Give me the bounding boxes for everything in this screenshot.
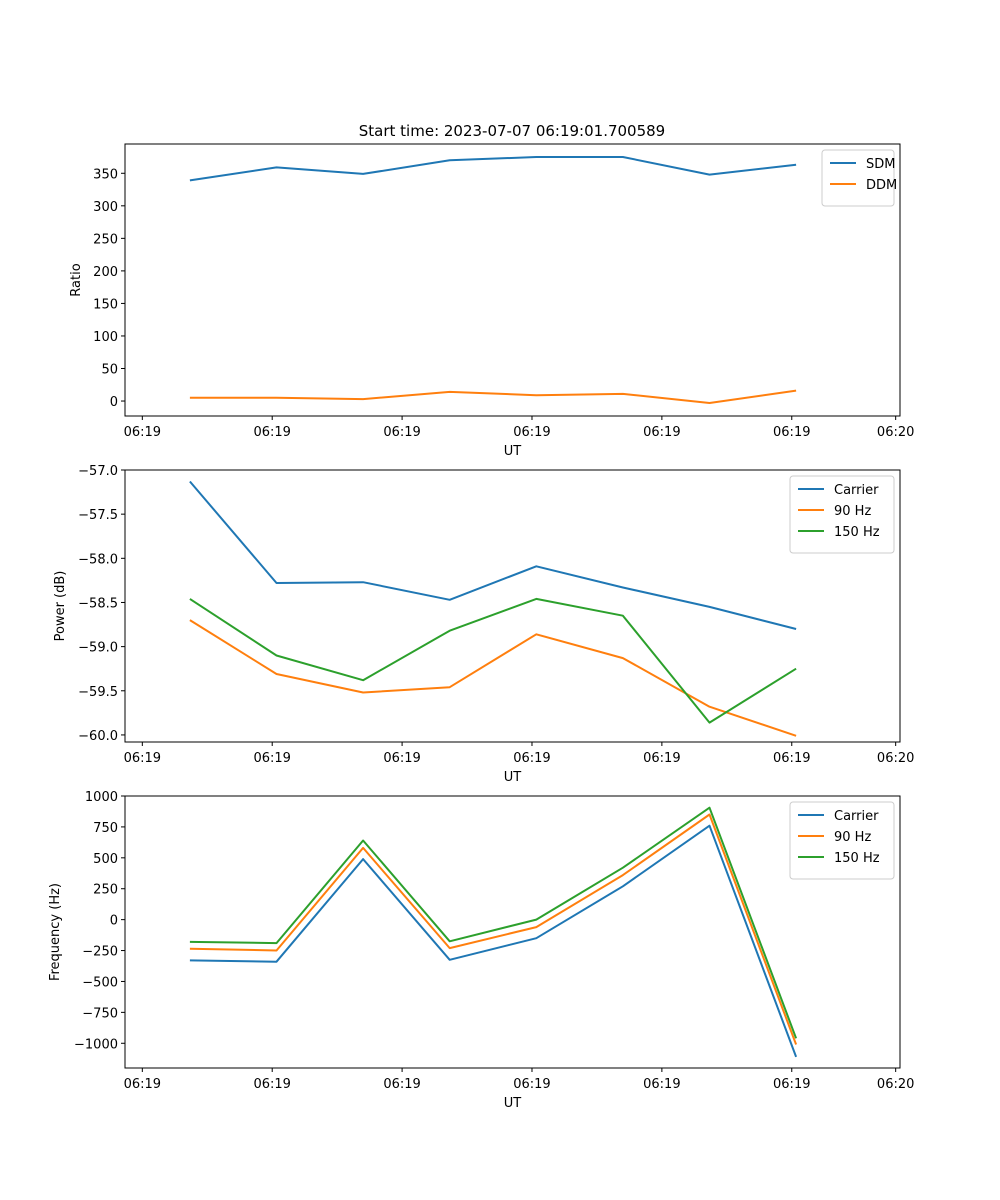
series-line-150-hz	[189, 806, 798, 1039]
x-tick-label: 06:19	[643, 1077, 680, 1092]
y-tick-label: 350	[93, 167, 118, 182]
legend-label: Carrier	[834, 809, 879, 824]
y-tick-label: −250	[82, 945, 118, 960]
series-line-sdm	[189, 156, 797, 182]
plot-frame	[124, 795, 901, 1069]
x-tick-label: 06:19	[383, 425, 420, 440]
legend-box	[789, 475, 895, 554]
plot-frame	[124, 143, 901, 417]
x-axis-label: UT	[504, 1096, 522, 1111]
chart-panel-3: 06:19 06:19 06:19 06:19 06:19 06:19 06:20 1000 7…	[48, 790, 914, 1111]
y-tick-label: 300	[93, 200, 118, 215]
x-axis-label: UT	[504, 444, 522, 459]
x-tick-label: 06:19	[253, 425, 290, 440]
series-line-ddm	[189, 389, 797, 404]
y-tick-label: −60.0	[78, 729, 118, 744]
x-tick-label: 06:20	[877, 1077, 914, 1092]
y-tick-label: 750	[93, 821, 118, 836]
chart-panel-1: 06:19 06:19 06:19 06:19 06:19 06:19 06:20 0 50 10…	[69, 143, 914, 459]
series-line-150-hz	[189, 597, 797, 724]
y-tick-label: −59.0	[78, 641, 118, 656]
x-tick-label: 06:19	[773, 1077, 810, 1092]
legend: SDM DDM	[821, 149, 897, 207]
x-tick-label: 06:19	[513, 425, 550, 440]
y-tick-label: 200	[93, 265, 118, 280]
x-tick-label: 06:19	[124, 1077, 161, 1092]
x-tick-label: 06:19	[773, 751, 810, 766]
x-axis-label: UT	[504, 770, 522, 785]
x-tick-label: 06:19	[124, 751, 161, 766]
legend-label: Carrier	[834, 483, 879, 498]
x-tick-label: 06:19	[513, 751, 550, 766]
legend: Carrier 90 Hz 150 Hz	[789, 801, 895, 880]
legend-label: 90 Hz	[834, 830, 871, 845]
y-tick-label: 250	[93, 883, 118, 898]
x-tick-label: 06:19	[124, 425, 161, 440]
y-tick-label: −1000	[74, 1037, 118, 1052]
y-tick-label: −59.5	[78, 685, 118, 700]
y-tick-label: −57.0	[78, 464, 118, 479]
series-line-90-hz	[189, 619, 797, 737]
chart-panel-2: 06:19 06:19 06:19 06:19 06:19 06:19 06:20 −57.0…	[53, 464, 914, 785]
chart-title: Start time: 2023-07-07 06:19:01.700589	[359, 122, 665, 140]
legend-label: SDM	[866, 157, 895, 172]
legend: Carrier 90 Hz 150 Hz	[789, 475, 895, 554]
y-tick-label: −57.5	[78, 508, 118, 523]
x-tick-label: 06:20	[877, 751, 914, 766]
legend-label: 150 Hz	[834, 525, 880, 540]
y-tick-label: −58.0	[78, 552, 118, 567]
x-tick-label: 06:19	[643, 751, 680, 766]
series-line-carrier	[189, 480, 797, 630]
x-tick-label: 06:19	[253, 1077, 290, 1092]
x-tick-label: 06:19	[513, 1077, 550, 1092]
y-axis-label: Ratio	[69, 263, 84, 296]
y-tick-label: 150	[93, 297, 118, 312]
x-tick-label: 06:19	[253, 751, 290, 766]
legend-box	[789, 801, 895, 880]
y-tick-label: 250	[93, 232, 118, 247]
x-tick-label: 06:19	[383, 1077, 420, 1092]
x-tick-label: 06:20	[877, 425, 914, 440]
x-tick-label: 06:19	[383, 751, 420, 766]
y-tick-label: 1000	[85, 790, 118, 805]
legend-label: 150 Hz	[834, 851, 880, 866]
y-tick-label: 100	[93, 330, 118, 345]
panels: 06:19 06:19 06:19 06:19 06:19 06:19 06:20 0 50 10…	[48, 143, 914, 1111]
y-tick-label: 0	[110, 914, 118, 929]
y-tick-label: −750	[82, 1006, 118, 1021]
x-tick-label: 06:19	[643, 425, 680, 440]
y-tick-label: −500	[82, 975, 118, 990]
series-line-carrier	[189, 824, 798, 1058]
legend-label: 90 Hz	[834, 504, 871, 519]
y-tick-label: −58.5	[78, 596, 118, 611]
y-tick-label: 0	[110, 395, 118, 410]
legend-label: DDM	[866, 178, 897, 193]
y-axis-label: Frequency (Hz)	[48, 883, 63, 981]
plot-frame	[124, 469, 901, 743]
y-tick-label: 50	[101, 362, 118, 377]
y-tick-label: 500	[93, 852, 118, 867]
x-tick-label: 06:19	[773, 425, 810, 440]
series-line-90-hz	[189, 813, 798, 1045]
y-axis-label: Power (dB)	[53, 571, 68, 642]
